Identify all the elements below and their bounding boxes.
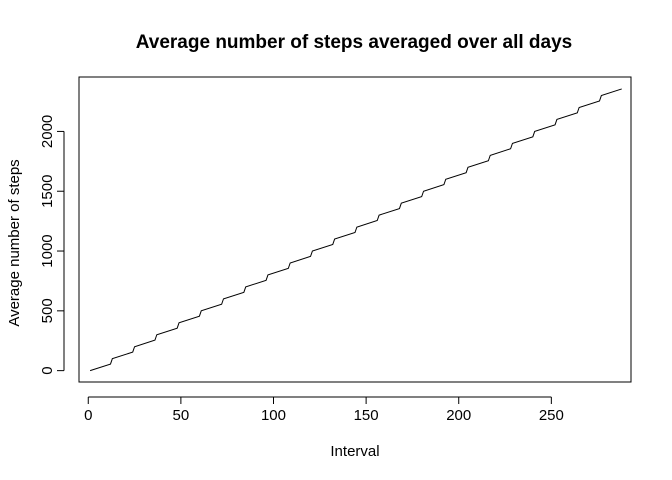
y-tick-label: 500	[39, 298, 56, 323]
series-line	[89, 88, 622, 372]
y-tick-label: 1000	[39, 234, 56, 267]
x-tick-label: 250	[539, 407, 564, 424]
y-axis-label: Average number of steps	[6, 159, 23, 326]
x-tick-label: 0	[84, 407, 92, 424]
x-tick-label: 100	[261, 407, 286, 424]
x-axis-label: Interval	[330, 443, 379, 460]
y-tick-label: 1500	[39, 175, 56, 208]
chart-title: Average number of steps averaged over al…	[136, 32, 572, 53]
y-tick-label: 2000	[39, 115, 56, 148]
x-tick-label: 50	[173, 407, 190, 424]
x-tick-label: 150	[354, 407, 379, 424]
y-axis: 0 500 1000 1500 2000	[39, 115, 65, 375]
x-tick-label: 200	[446, 407, 471, 424]
x-axis: 0 50 100 150 200 250	[84, 396, 564, 424]
y-tick-label: 0	[39, 366, 56, 374]
plot-box	[78, 76, 632, 383]
